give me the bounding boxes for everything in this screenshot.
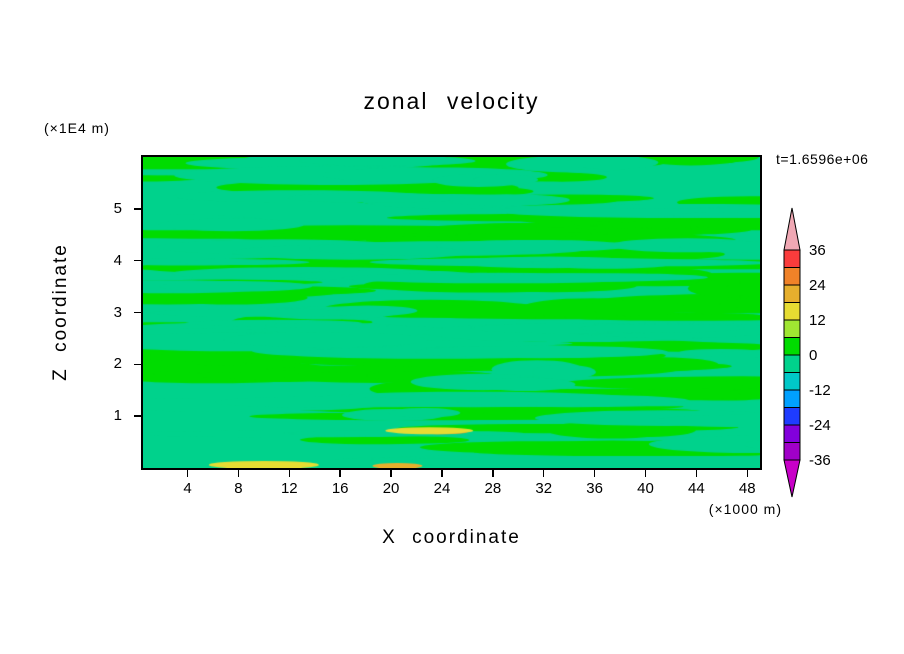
x-tick-label: 4 — [183, 480, 192, 497]
y-tick-mark — [134, 415, 141, 417]
x-tick-label: 16 — [331, 480, 349, 497]
time-annotation: t=1.6596e+06 — [776, 151, 869, 167]
x-tick-mark — [593, 470, 596, 477]
colorbar-segment — [783, 442, 801, 461]
chart-title: zonal velocity — [363, 88, 540, 114]
y-tick-mark — [134, 363, 141, 366]
colorbar-tick-label: 24 — [809, 277, 826, 294]
x-tick-label: 40 — [637, 480, 654, 497]
colorbar-tick-label: -24 — [809, 417, 831, 434]
colorbar-segment — [783, 389, 801, 408]
y-tick-label: 4 — [113, 251, 122, 269]
x-tick-mark — [237, 470, 240, 477]
colorbar-tick-label: 12 — [809, 312, 826, 329]
plot-area — [141, 155, 762, 470]
colorbar-tick-label: 0 — [809, 347, 818, 364]
x-tick-label: 12 — [280, 480, 298, 497]
x-tick-mark — [746, 470, 749, 477]
y-tick-label: 3 — [113, 303, 122, 321]
x-tick-mark — [390, 470, 392, 477]
colorbar-segment — [783, 267, 801, 286]
y-tick-mark — [134, 208, 141, 210]
colorbar-tick-label: -36 — [809, 452, 831, 469]
y-tick-label: 1 — [113, 407, 122, 425]
x-tick-label: 48 — [738, 480, 756, 497]
colorbar-tick-label: 36 — [809, 242, 826, 259]
colorbar-segment — [783, 424, 801, 443]
x-axis-label: X coordinate — [382, 527, 521, 548]
x-tick-label: 24 — [433, 480, 451, 497]
x-tick-label: 28 — [484, 480, 502, 497]
y-tick-label: 2 — [113, 355, 122, 373]
x-tick-mark — [441, 470, 443, 477]
x-tick-mark — [492, 470, 494, 477]
colorbar-over-arrow — [783, 207, 801, 251]
x-tick-mark — [186, 470, 189, 477]
x-tick-mark — [695, 470, 698, 477]
y-tick-mark — [134, 311, 141, 314]
colorbar-under-arrow — [783, 459, 801, 498]
contour-field — [143, 157, 760, 468]
colorbar-segment — [783, 407, 801, 426]
y-axis-unit: (×1E4 m) — [44, 120, 110, 136]
x-tick-mark — [644, 470, 647, 477]
x-axis-unit: (×1000 m) — [708, 501, 782, 517]
colorbar-svg — [783, 207, 801, 498]
y-tick-label: 5 — [113, 199, 122, 217]
x-tick-label: 44 — [688, 480, 705, 497]
colorbar-segment — [783, 337, 801, 356]
x-tick-label: 8 — [234, 480, 243, 497]
colorbar-segment — [783, 354, 801, 373]
x-tick-label: 36 — [586, 480, 603, 497]
colorbar-segment — [783, 284, 801, 303]
x-tick-mark — [339, 470, 341, 477]
x-tick-label: 32 — [535, 480, 553, 497]
colorbar-segment — [783, 372, 801, 391]
y-tick-mark — [134, 259, 141, 262]
colorbar-segment — [783, 249, 801, 268]
colorbar-segment — [783, 302, 801, 321]
colorbar-segment — [783, 319, 801, 338]
colorbar-tick-label: -12 — [809, 382, 831, 399]
x-tick-mark — [542, 470, 545, 477]
x-tick-label: 20 — [382, 480, 400, 497]
x-tick-mark — [288, 470, 291, 477]
y-axis-label-text: Z coordinate — [50, 243, 71, 381]
